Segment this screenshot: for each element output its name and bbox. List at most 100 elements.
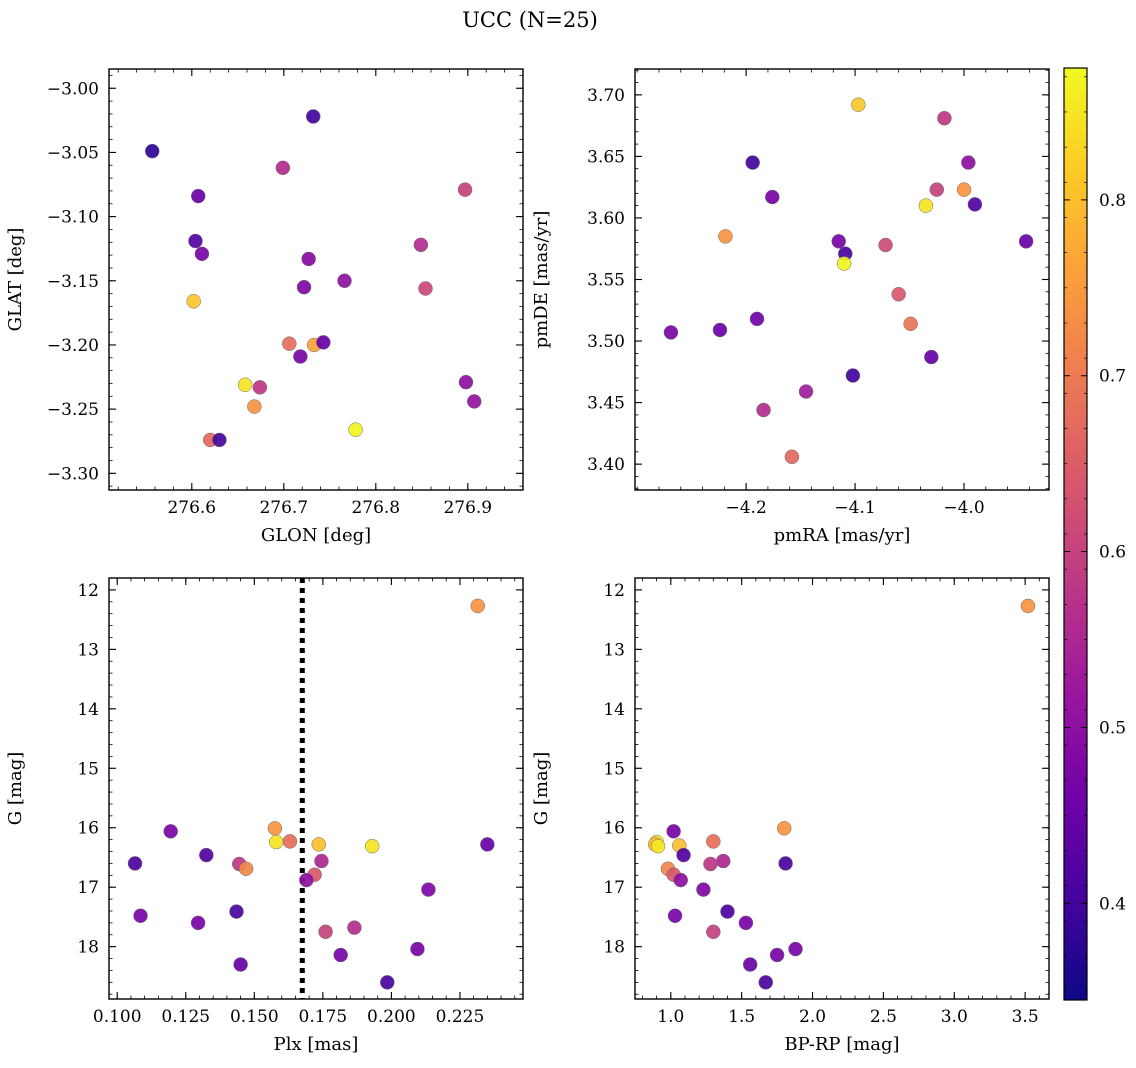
x-tick-label: 1.5 (728, 1007, 755, 1027)
data-point (903, 316, 918, 332)
y-tick-label: −3.25 (47, 400, 99, 420)
data-point (413, 237, 429, 253)
x-tick-label: 276.8 (351, 498, 400, 518)
y-tick-label: 3.60 (587, 209, 625, 229)
y-tick-label: 3.55 (587, 271, 625, 291)
y-tick-label: 18 (603, 938, 625, 958)
colorbar-tick-label: 0.4 (1099, 894, 1126, 914)
y-tick-label: 18 (77, 938, 99, 958)
data-point (267, 821, 283, 836)
data-point (756, 402, 771, 418)
data-point (194, 246, 210, 262)
x-tick-label: 0.175 (299, 1007, 348, 1027)
y-tick-label: 3.65 (587, 147, 625, 167)
data-point (715, 853, 731, 869)
data-point (673, 872, 688, 888)
data-point (466, 394, 482, 409)
x-axis-label: pmRA [mas/yr] (774, 525, 911, 546)
panels: 276.6 276.7 276.8 276.9 −3.00 −3.05 −3.10 −3.15… (5, 68, 1050, 1055)
panel-bprp-g: 1.0 1.5 2.0 2.5 3.0 3.5 12 13 14 15 16 17 18 BP-RP [m… (531, 577, 1050, 1055)
data-point (127, 856, 143, 871)
y-axis-label: GLAT [deg] (5, 228, 26, 332)
data-point (745, 155, 760, 170)
y-tick-label: 16 (603, 819, 625, 839)
data-point (190, 188, 206, 204)
colorbar-bar (1063, 67, 1088, 1001)
data-point (878, 237, 893, 253)
data-point (282, 336, 297, 351)
data-point (718, 229, 733, 244)
data-point (1020, 598, 1036, 614)
y-axis-label: G [mag] (5, 752, 26, 825)
plot-frame (634, 68, 1050, 491)
x-axis-label: BP-RP [mag] (784, 1034, 899, 1055)
colorbar-tick-label: 0.8 (1099, 191, 1126, 211)
data-point (305, 109, 321, 124)
x-tick-label: 0.100 (93, 1007, 142, 1027)
data-point (956, 182, 972, 197)
data-point (457, 182, 473, 197)
y-tick-label: 3.50 (587, 332, 625, 352)
data-point (650, 838, 666, 854)
data-point (418, 281, 433, 296)
y-tick-label: −3.20 (47, 336, 99, 356)
data-point (836, 256, 852, 271)
y-tick-label: 12 (77, 581, 99, 601)
data-point (311, 837, 326, 852)
data-point (706, 924, 721, 940)
colorbar: 0.4 0.5 0.6 0.7 0.8 (1063, 67, 1126, 1001)
panel-pmra-pmde: −4.2 −4.1 −4.0 3.40 3.45 3.50 3.55 3.60 3.65 3.70… (531, 68, 1050, 546)
x-tick-label: 1.0 (657, 1007, 684, 1027)
x-tick-label: −4.1 (834, 498, 875, 518)
data-point (667, 908, 683, 924)
data-point (314, 853, 329, 869)
panel-glon-glat: 276.6 276.7 276.8 276.9 −3.00 −3.05 −3.10 −3.15… (5, 68, 524, 546)
data-point (703, 856, 718, 872)
data-point (967, 197, 983, 212)
data-point (749, 311, 765, 327)
data-point (301, 251, 316, 267)
data-point (252, 380, 268, 395)
data-point (275, 160, 291, 176)
y-tick-label: 3.40 (587, 455, 625, 475)
data-point (348, 422, 363, 437)
x-tick-label: 0.125 (161, 1007, 210, 1027)
data-point (788, 941, 803, 957)
data-point (696, 882, 711, 897)
y-tick-label: −3.30 (47, 464, 99, 484)
data-point (364, 838, 380, 854)
data-point (778, 856, 793, 871)
x-tick-label: 0.200 (367, 1007, 416, 1027)
data-point (676, 847, 691, 863)
x-tick-label: 2.5 (870, 1007, 897, 1027)
data-point (891, 287, 906, 302)
data-point (458, 374, 474, 390)
data-point (765, 189, 780, 205)
x-tick-label: 0.150 (230, 1007, 279, 1027)
data-point (776, 821, 792, 836)
plot-frame (108, 577, 524, 1000)
y-tick-label: 13 (603, 640, 625, 660)
data-point (268, 834, 284, 850)
data-point (720, 904, 735, 919)
data-point (663, 325, 679, 340)
data-point (784, 449, 800, 465)
data-point (237, 377, 253, 392)
y-tick-label: 15 (77, 759, 99, 779)
data-point (247, 399, 262, 414)
x-tick-label: −4.0 (943, 498, 984, 518)
colorbar-tick-label: 0.7 (1099, 367, 1126, 387)
data-point (421, 882, 436, 897)
y-axis-label: G [mag] (531, 752, 552, 825)
y-tick-label: 15 (603, 759, 625, 779)
data-point (831, 234, 846, 249)
data-point (133, 908, 148, 924)
x-tick-label: 276.7 (259, 498, 308, 518)
plot-frame (634, 577, 1050, 1000)
data-point (316, 335, 331, 350)
plot-frame (108, 68, 524, 491)
data-point (769, 947, 785, 963)
y-tick-label: −3.15 (47, 272, 99, 292)
data-point (199, 847, 214, 863)
